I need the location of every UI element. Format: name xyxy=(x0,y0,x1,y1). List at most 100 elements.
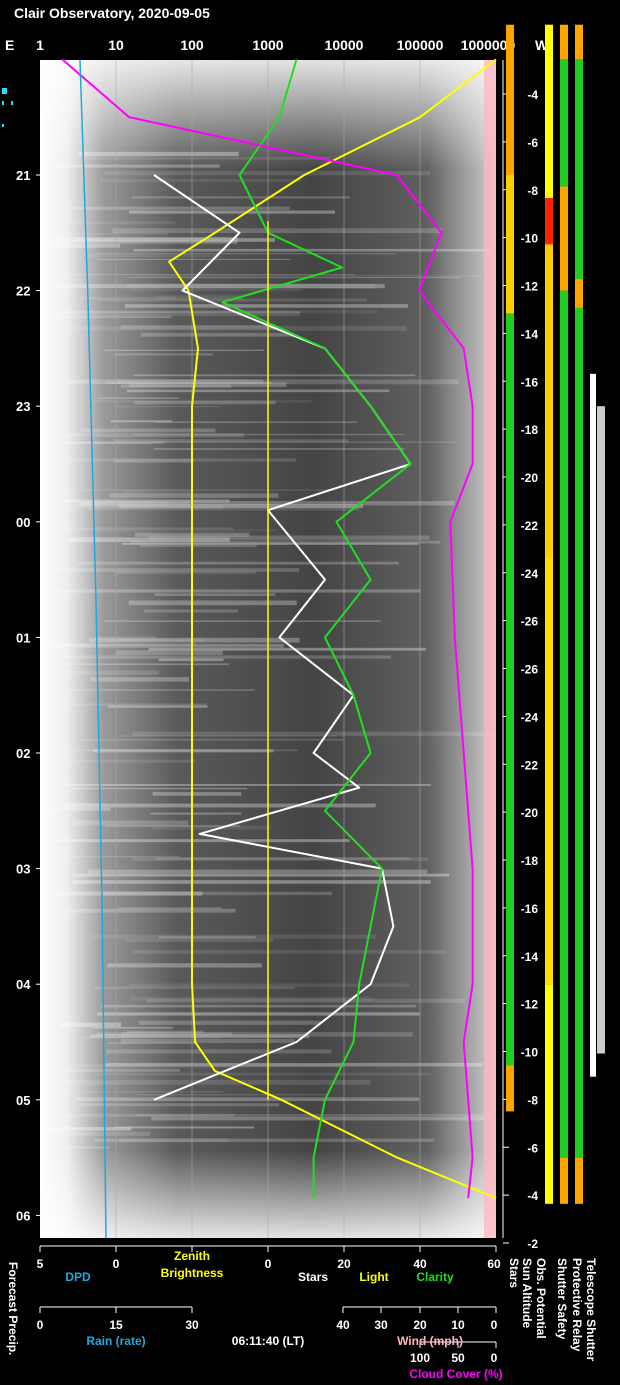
hour-label: 03 xyxy=(16,862,30,877)
cloud-streak xyxy=(108,705,208,708)
rain-tick-0: 0 xyxy=(37,1318,44,1332)
status-segment xyxy=(506,175,514,314)
dpd-line xyxy=(79,59,107,1239)
top-tick-label: 1000 xyxy=(252,37,283,53)
cloud-streak xyxy=(106,1049,332,1054)
cloud-streak xyxy=(153,448,405,450)
status-segment xyxy=(545,244,553,557)
status-segment xyxy=(560,59,568,187)
cloud-streak xyxy=(43,749,299,752)
status-segment xyxy=(560,186,568,291)
cloud-streak xyxy=(133,400,276,405)
cloud-streak xyxy=(56,243,121,248)
cloud-streak xyxy=(151,825,271,830)
cloud-streak xyxy=(92,749,274,753)
cloud-streak xyxy=(139,379,254,381)
status-segment xyxy=(560,1157,568,1204)
cloud-streak xyxy=(41,855,181,858)
cloud-streak xyxy=(73,880,431,884)
cloud-streak xyxy=(54,759,196,763)
cloud-streak xyxy=(124,938,274,942)
status-segment xyxy=(575,279,583,308)
cloud-streak xyxy=(54,442,153,445)
forecast-precip-mark xyxy=(2,124,4,127)
status-segment xyxy=(575,59,583,280)
cloud-streak xyxy=(81,1036,221,1039)
cloud-streak xyxy=(87,869,428,874)
status-segment xyxy=(575,307,583,1158)
hour-label: 06 xyxy=(16,1208,30,1223)
cloud-streak xyxy=(49,655,391,659)
status-segment xyxy=(575,1157,583,1204)
cloud-streak xyxy=(114,571,257,575)
cloud-tick-0: 0 xyxy=(491,1351,498,1365)
cloud-streak xyxy=(126,283,376,289)
cloud-streak xyxy=(40,1127,132,1131)
cloud-streak xyxy=(127,276,460,279)
cloud-streak xyxy=(40,1113,235,1117)
cloud-streak xyxy=(51,311,301,314)
cloud-streak xyxy=(120,384,232,388)
forecast-precip-label: Forecast Precip. xyxy=(6,1262,20,1355)
cloud-streak xyxy=(62,783,431,786)
cloud-streak xyxy=(103,349,265,351)
chart-title: Clair Observatory, 2020-09-05 xyxy=(14,5,210,21)
cloud-streak xyxy=(53,839,350,843)
cloud-streak xyxy=(132,196,350,199)
cloud-streak xyxy=(126,389,390,393)
cloud-streak xyxy=(108,1042,196,1044)
status-segment xyxy=(506,1065,514,1112)
cloud-streak xyxy=(122,542,419,545)
cloud-streak xyxy=(69,537,230,543)
obs-potential-label: Obs. Potential xyxy=(534,1258,548,1339)
cloud-streak xyxy=(83,156,331,160)
cloud-streak xyxy=(130,996,373,1002)
sun-tick-label: -26 xyxy=(521,615,539,629)
cloud-streak xyxy=(119,1138,229,1143)
cloud-streak xyxy=(50,529,278,532)
hour-label: 02 xyxy=(16,746,30,761)
cloud-streak xyxy=(54,1063,342,1068)
cloud-streak xyxy=(60,1022,122,1027)
cloud-streak xyxy=(130,540,441,544)
cloud-streak xyxy=(148,535,430,540)
cloud-streak xyxy=(76,1097,419,1102)
cloud-streak xyxy=(46,325,407,331)
telescope-detail-segment xyxy=(597,406,605,1054)
cloud-streak xyxy=(115,650,223,655)
top-axis-ticks: 1 10 100 1000 10000 100000 1000000 xyxy=(36,37,515,53)
top-tick-label: 10000 xyxy=(325,37,364,53)
sun-tick-label: -12 xyxy=(521,998,539,1012)
cloud-tick-50: 50 xyxy=(451,1351,465,1365)
cloud-streak xyxy=(103,891,332,896)
shutter-safety-bar xyxy=(560,24,568,1204)
sun-tick-label: -18 xyxy=(521,423,539,437)
cloud-streak xyxy=(88,254,221,258)
cloud-streak xyxy=(46,689,255,691)
light-label: Light xyxy=(359,1270,388,1284)
cloud-streak xyxy=(100,1004,417,1008)
cloud-streak xyxy=(105,825,241,828)
status-segment xyxy=(545,198,553,245)
cloud-streak xyxy=(63,803,376,808)
cloud-streak xyxy=(53,568,300,572)
east-label: E xyxy=(5,37,14,53)
cloud-streak xyxy=(55,164,220,168)
telescope-shutter-bar xyxy=(590,373,605,1077)
cloud-streak xyxy=(77,151,239,157)
cloud-streak xyxy=(90,677,190,682)
wind-tick-30: 30 xyxy=(374,1318,388,1332)
status-segment xyxy=(545,24,553,199)
cloud-streak xyxy=(48,807,111,811)
cloud-streak xyxy=(121,1032,413,1037)
sun-tick-label: -2 xyxy=(527,1237,538,1251)
sun-tick-label: -20 xyxy=(521,806,539,820)
cloud-streak xyxy=(107,963,262,968)
cloud-streak xyxy=(72,873,450,877)
cloud-streak xyxy=(128,600,297,606)
cloud-streak xyxy=(63,499,230,503)
cloud-streak xyxy=(94,1138,434,1142)
sun-tick-label: -26 xyxy=(521,663,539,677)
cloud-streak xyxy=(91,934,376,939)
status-segment xyxy=(545,984,553,1204)
